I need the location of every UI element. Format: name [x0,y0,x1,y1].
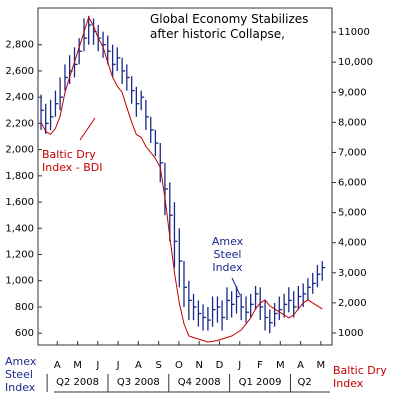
x-tick-label: F [257,360,263,371]
x-tick-label: J [95,360,99,371]
y2-tick-label: 8,000 [338,117,367,128]
y2-tick-label: 2,000 [338,298,367,309]
series-label: Amex Steel Index [5,355,37,394]
y-tick-label: 2,800 [5,40,34,51]
x-tick-label: D [216,360,224,371]
y-tick-label: 2,600 [5,66,34,77]
x-tick-label: M [317,360,326,371]
y2-tick-label: 3,000 [338,268,367,279]
y-tick-label: 1,000 [5,276,34,287]
y2-tick-label: 10,000 [338,57,373,68]
annotation-pointer [79,117,96,141]
y-tick-label: 2,000 [5,145,34,156]
x-tick-label: A [54,360,61,371]
y-tick-label: 800 [15,302,34,313]
annotation: Amex Steel Index [211,235,244,274]
series-label: Baltic Dry Index [333,364,387,390]
x-tick-label: N [195,360,202,371]
quarter-label: Q1 2009 [239,377,282,388]
y-tick-label: 2,200 [5,118,34,129]
x-tick-label: O [175,360,183,371]
x-tick-label: M [73,360,82,371]
x-tick-label: J [116,360,120,371]
y-tick-label: 1,600 [5,197,34,208]
chart-title: Global Economy Stabilizes after historic… [150,12,309,41]
y2-tick-label: 7,000 [338,147,367,158]
x-tick-label: S [155,360,161,371]
bdi-line [40,15,323,343]
y2-tick-label: 5,000 [338,208,367,219]
y2-tick-label: 1000 [338,328,363,339]
y2-tick-label: 4,000 [338,238,367,249]
y2-tick-label: 11000 [338,27,370,38]
annotation: Baltic Dry Index - BDI [42,148,103,174]
y-tick-label: 2,400 [5,92,34,103]
x-tick-label: A [135,360,142,371]
quarter-label: Q2 [298,377,312,388]
quarter-label: Q2 2008 [56,377,99,388]
y2-tick-label: 6,000 [338,178,367,189]
x-tick-label: J [237,360,241,371]
y-tick-label: 600 [15,328,34,339]
y-tick-label: 1,200 [5,250,34,261]
plot-frame [37,7,333,346]
quarter-label: Q4 2008 [178,377,221,388]
quarter-label: Q3 2008 [117,377,160,388]
x-tick-label: M [276,360,285,371]
y2-tick-label: 9,000 [338,87,367,98]
x-tick-label: A [297,360,304,371]
y-tick-label: 1,400 [5,223,34,234]
y-tick-label: 1,800 [5,171,34,182]
